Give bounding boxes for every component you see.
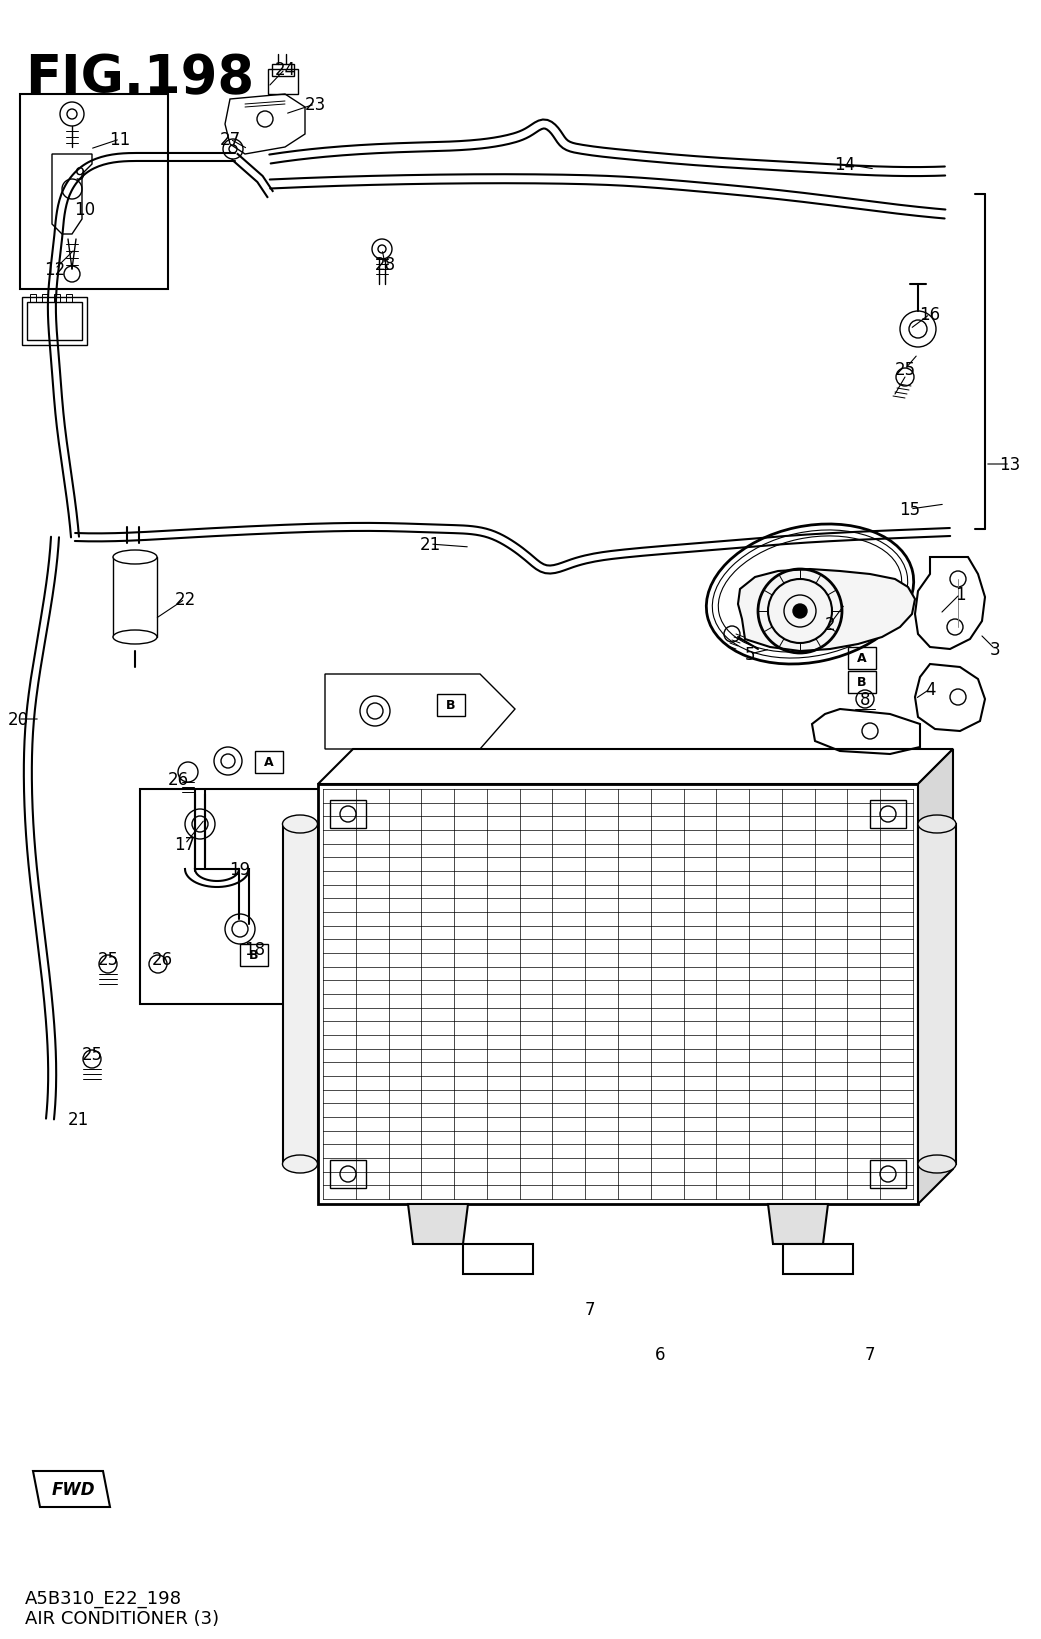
- Text: 1: 1: [955, 585, 965, 603]
- Polygon shape: [768, 1205, 828, 1244]
- Circle shape: [793, 605, 807, 618]
- Text: 27: 27: [220, 131, 240, 149]
- Text: 19: 19: [229, 860, 251, 879]
- Text: 24: 24: [275, 61, 296, 79]
- Text: 21: 21: [68, 1110, 88, 1128]
- Text: B: B: [857, 675, 867, 688]
- Ellipse shape: [707, 524, 914, 664]
- Bar: [330, 800, 366, 828]
- Text: 15: 15: [899, 500, 920, 518]
- Bar: [22, 298, 87, 346]
- Text: 11: 11: [109, 131, 130, 149]
- Text: 21: 21: [420, 536, 440, 554]
- Bar: [437, 695, 465, 716]
- Polygon shape: [738, 570, 915, 652]
- Bar: [918, 824, 956, 1164]
- Text: 7: 7: [585, 1300, 595, 1318]
- Ellipse shape: [282, 1155, 318, 1174]
- Text: 3: 3: [990, 641, 1000, 659]
- Ellipse shape: [113, 631, 157, 644]
- Text: 14: 14: [835, 156, 856, 174]
- Text: 6: 6: [655, 1346, 665, 1364]
- Text: 18: 18: [245, 941, 265, 959]
- Polygon shape: [318, 749, 953, 785]
- Ellipse shape: [918, 1155, 956, 1174]
- Text: 26: 26: [168, 770, 188, 788]
- Polygon shape: [33, 1472, 110, 1508]
- Ellipse shape: [113, 551, 157, 565]
- Text: 13: 13: [999, 456, 1020, 474]
- Text: 4: 4: [924, 680, 935, 698]
- Text: 22: 22: [175, 590, 196, 608]
- Text: FWD: FWD: [51, 1480, 95, 1498]
- Text: 25: 25: [894, 361, 916, 379]
- Text: FIG.198: FIG.198: [25, 52, 254, 103]
- Text: AIR CONDITIONER (3): AIR CONDITIONER (3): [25, 1609, 219, 1628]
- Text: A: A: [857, 652, 867, 665]
- Text: 12: 12: [45, 261, 66, 279]
- Text: 17: 17: [175, 836, 196, 854]
- Text: 23: 23: [304, 97, 326, 115]
- Text: 9: 9: [75, 166, 85, 184]
- Bar: [272, 66, 294, 77]
- Text: B: B: [249, 949, 259, 962]
- Bar: [30, 295, 36, 303]
- Text: 8: 8: [860, 690, 870, 708]
- Text: 25: 25: [81, 1046, 103, 1064]
- Bar: [330, 1160, 366, 1188]
- Polygon shape: [318, 785, 918, 1205]
- Bar: [283, 824, 318, 1164]
- Bar: [42, 295, 48, 303]
- Bar: [54, 295, 60, 303]
- Text: 26: 26: [151, 951, 173, 969]
- Text: 20: 20: [7, 711, 28, 729]
- Text: 10: 10: [75, 202, 96, 220]
- Bar: [27, 303, 82, 341]
- Ellipse shape: [918, 816, 956, 834]
- Text: B: B: [447, 700, 456, 711]
- Bar: [139, 790, 330, 1005]
- Text: 2: 2: [824, 616, 835, 634]
- Bar: [848, 647, 875, 670]
- Text: 28: 28: [375, 256, 396, 274]
- Text: 7: 7: [865, 1346, 875, 1364]
- Polygon shape: [918, 749, 953, 1205]
- Text: 25: 25: [98, 951, 119, 969]
- Bar: [240, 944, 268, 967]
- Bar: [268, 70, 298, 95]
- Bar: [870, 1160, 906, 1188]
- Bar: [783, 1244, 853, 1274]
- Text: 5: 5: [744, 646, 756, 664]
- Ellipse shape: [282, 816, 318, 834]
- Text: A: A: [264, 756, 274, 769]
- Polygon shape: [408, 1205, 468, 1244]
- Text: 16: 16: [919, 306, 941, 325]
- Text: A5B310_E22_198: A5B310_E22_198: [25, 1590, 182, 1606]
- Bar: [463, 1244, 533, 1274]
- Bar: [66, 295, 72, 303]
- Circle shape: [67, 110, 77, 120]
- Bar: [870, 800, 906, 828]
- Bar: [255, 752, 283, 774]
- Bar: [20, 95, 168, 290]
- Bar: [848, 672, 875, 693]
